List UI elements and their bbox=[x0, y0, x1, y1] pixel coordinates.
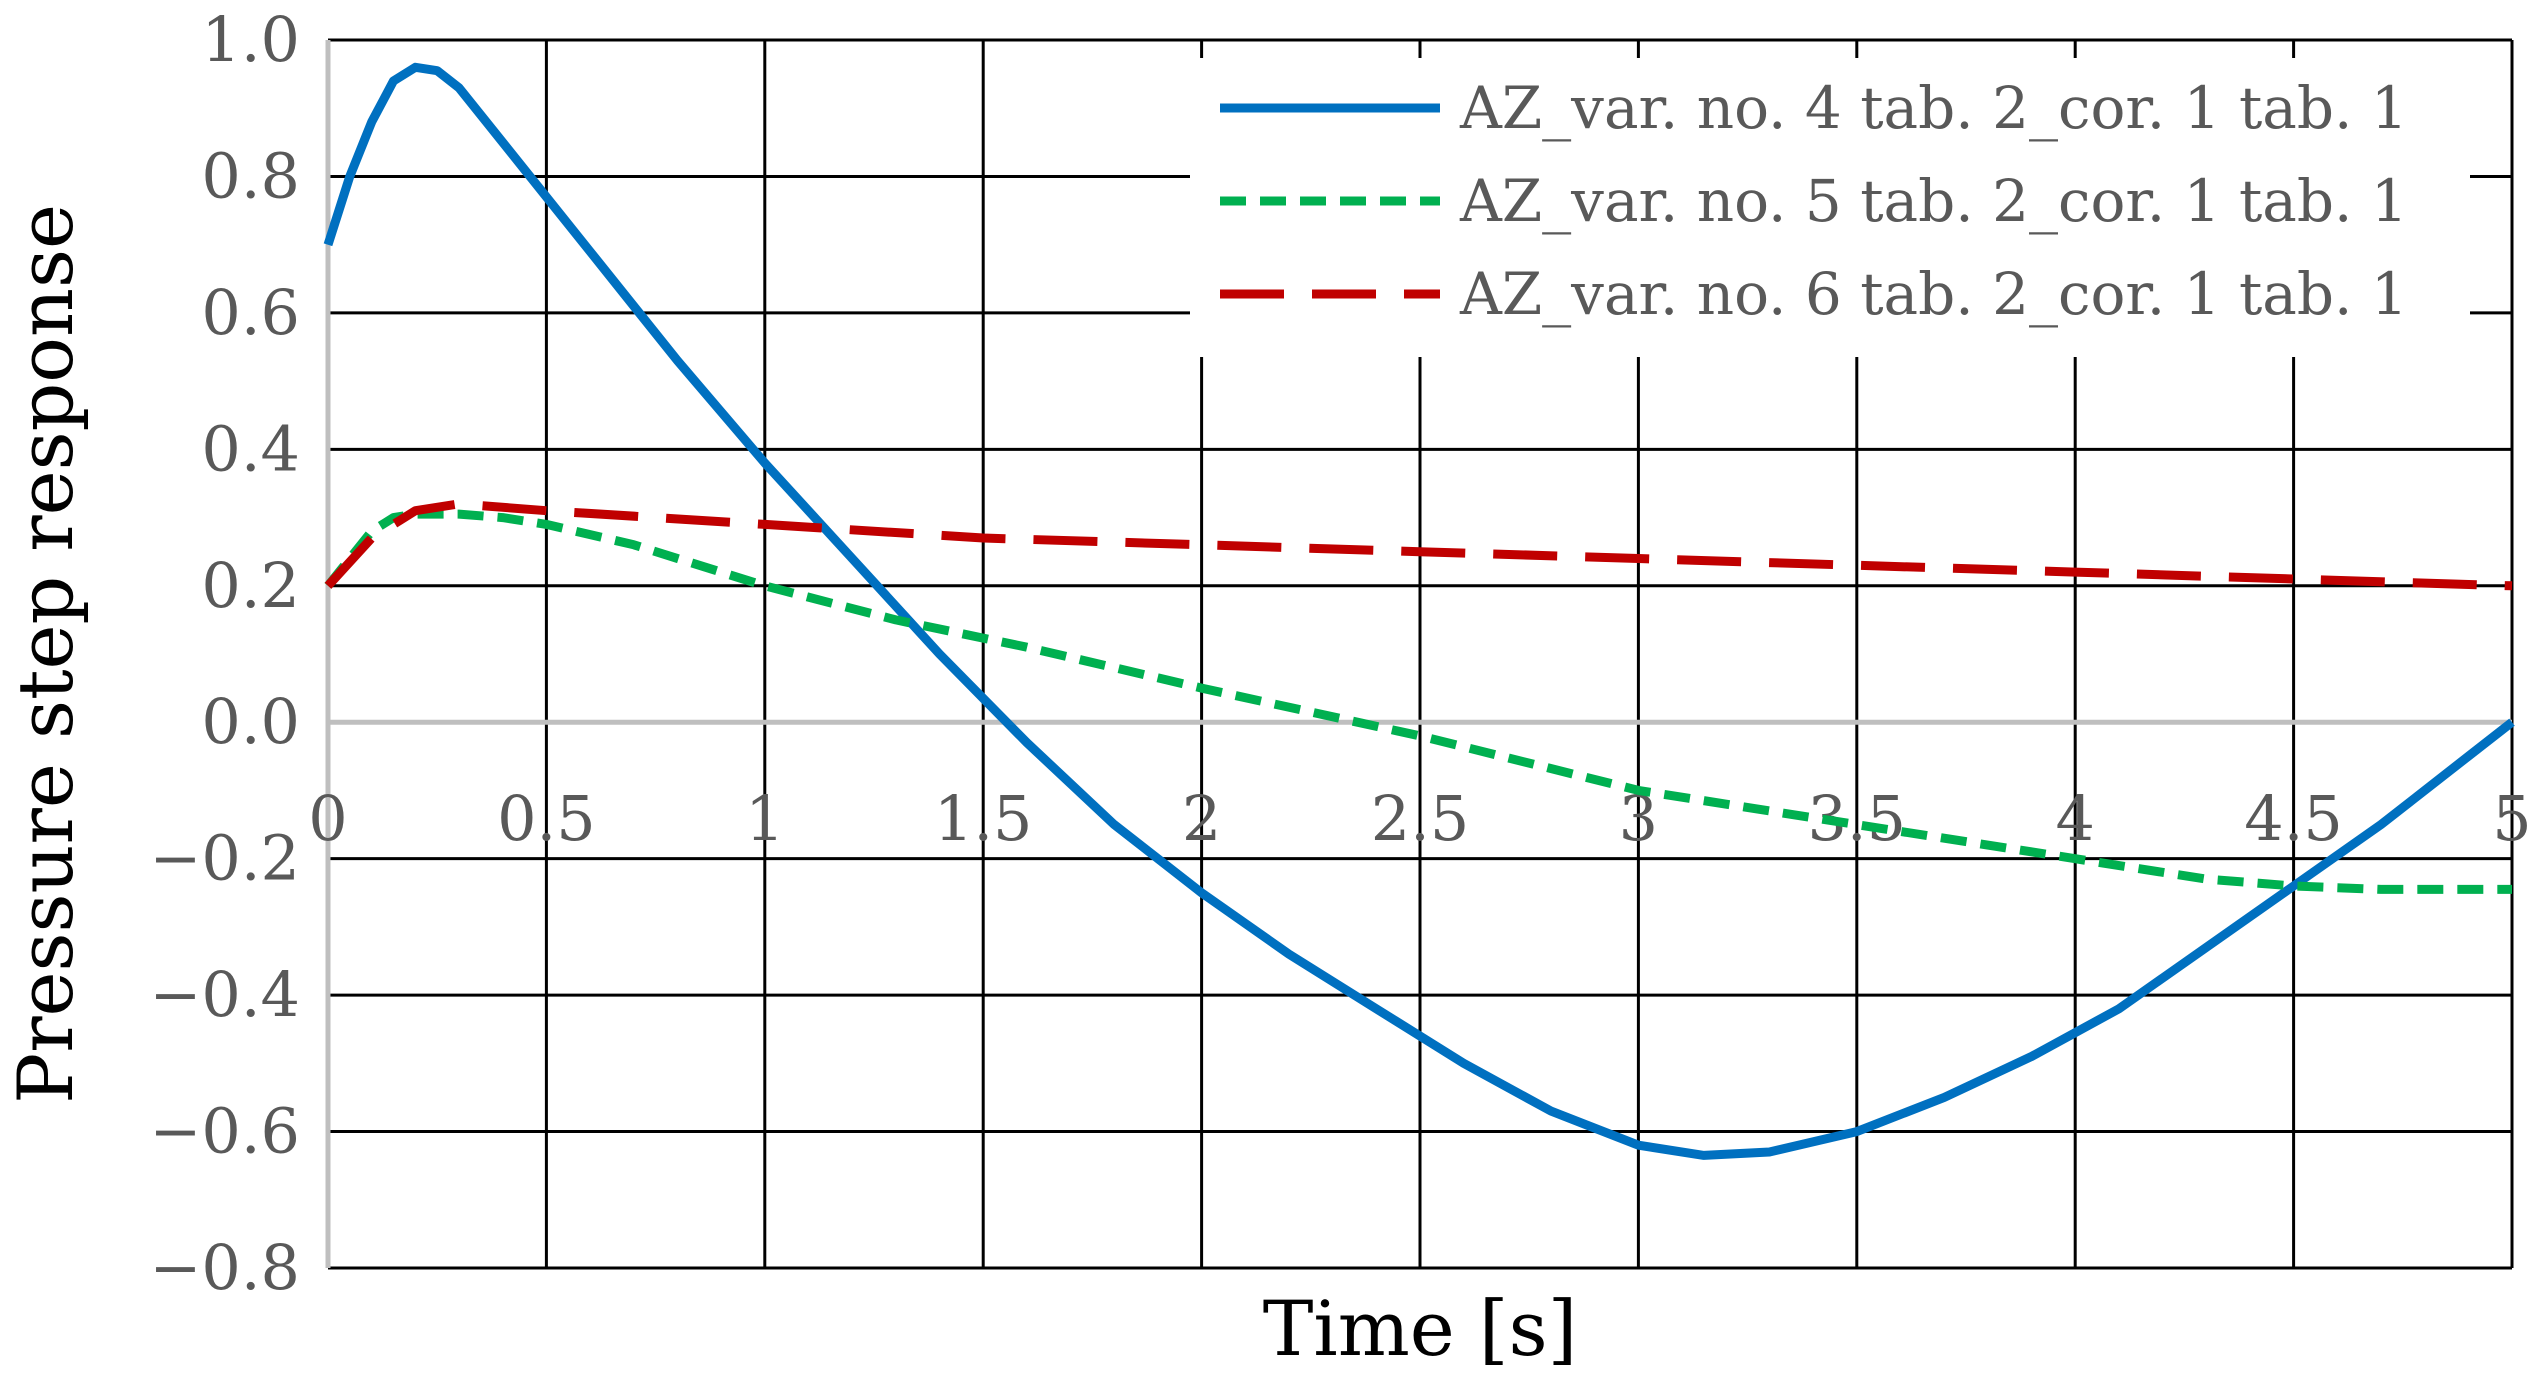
x-tick-label: 5 bbox=[2492, 782, 2531, 855]
series-line-3 bbox=[324, 499, 2513, 591]
legend-label-2: AZ_var. no. 5 tab. 2_cor. 1 tab. 1 bbox=[1459, 167, 2408, 235]
y-tick-label: −0.8 bbox=[149, 1231, 300, 1304]
legend: AZ_var. no. 4 tab. 2_cor. 1 tab. 1 AZ_var… bbox=[1190, 58, 2470, 357]
x-tick-label: 1 bbox=[745, 782, 784, 855]
series-line-1 bbox=[323, 62, 2515, 1160]
y-axis-title: Pressure step response bbox=[1, 204, 90, 1104]
y-tick-label: −0.6 bbox=[149, 1095, 300, 1168]
legend-label-3: AZ_var. no. 6 tab. 2_cor. 1 tab. 1 bbox=[1459, 260, 2408, 328]
y-tick-label: −0.2 bbox=[149, 822, 300, 895]
y-tick-label: 0.6 bbox=[201, 276, 300, 349]
x-tick-label: 0.5 bbox=[497, 782, 596, 855]
x-tick-label: 0 bbox=[308, 782, 347, 855]
x-tick-label: 4 bbox=[2055, 782, 2094, 855]
y-tick-label: 0.4 bbox=[201, 412, 300, 485]
y-tick-label: 0.8 bbox=[201, 139, 300, 212]
x-tick-label: 2.5 bbox=[1371, 782, 1470, 855]
y-tick-label: 1.0 bbox=[201, 3, 300, 76]
legend-label-1: AZ_var. no. 4 tab. 2_cor. 1 tab. 1 bbox=[1459, 74, 2408, 142]
x-axis-title: Time [s] bbox=[1263, 1284, 1578, 1373]
x-tick-label: 2 bbox=[1182, 782, 1221, 855]
x-tick-label: 3.5 bbox=[1807, 782, 1906, 855]
x-tick-labels: 0 0.5 1 1.5 2 2.5 3 3.5 4 4.5 5 bbox=[308, 782, 2531, 855]
x-tick-label: 1.5 bbox=[934, 782, 1033, 855]
series-lines bbox=[323, 62, 2515, 1160]
y-tick-label: −0.4 bbox=[149, 958, 300, 1031]
y-tick-label: 0.0 bbox=[201, 685, 300, 758]
y-tick-labels: 1.0 0.8 0.6 0.4 0.2 0.0 −0.2 −0.4 −0.6 −0.8 bbox=[149, 3, 300, 1304]
y-tick-label: 0.2 bbox=[201, 549, 300, 622]
x-tick-label: 4.5 bbox=[2244, 782, 2343, 855]
